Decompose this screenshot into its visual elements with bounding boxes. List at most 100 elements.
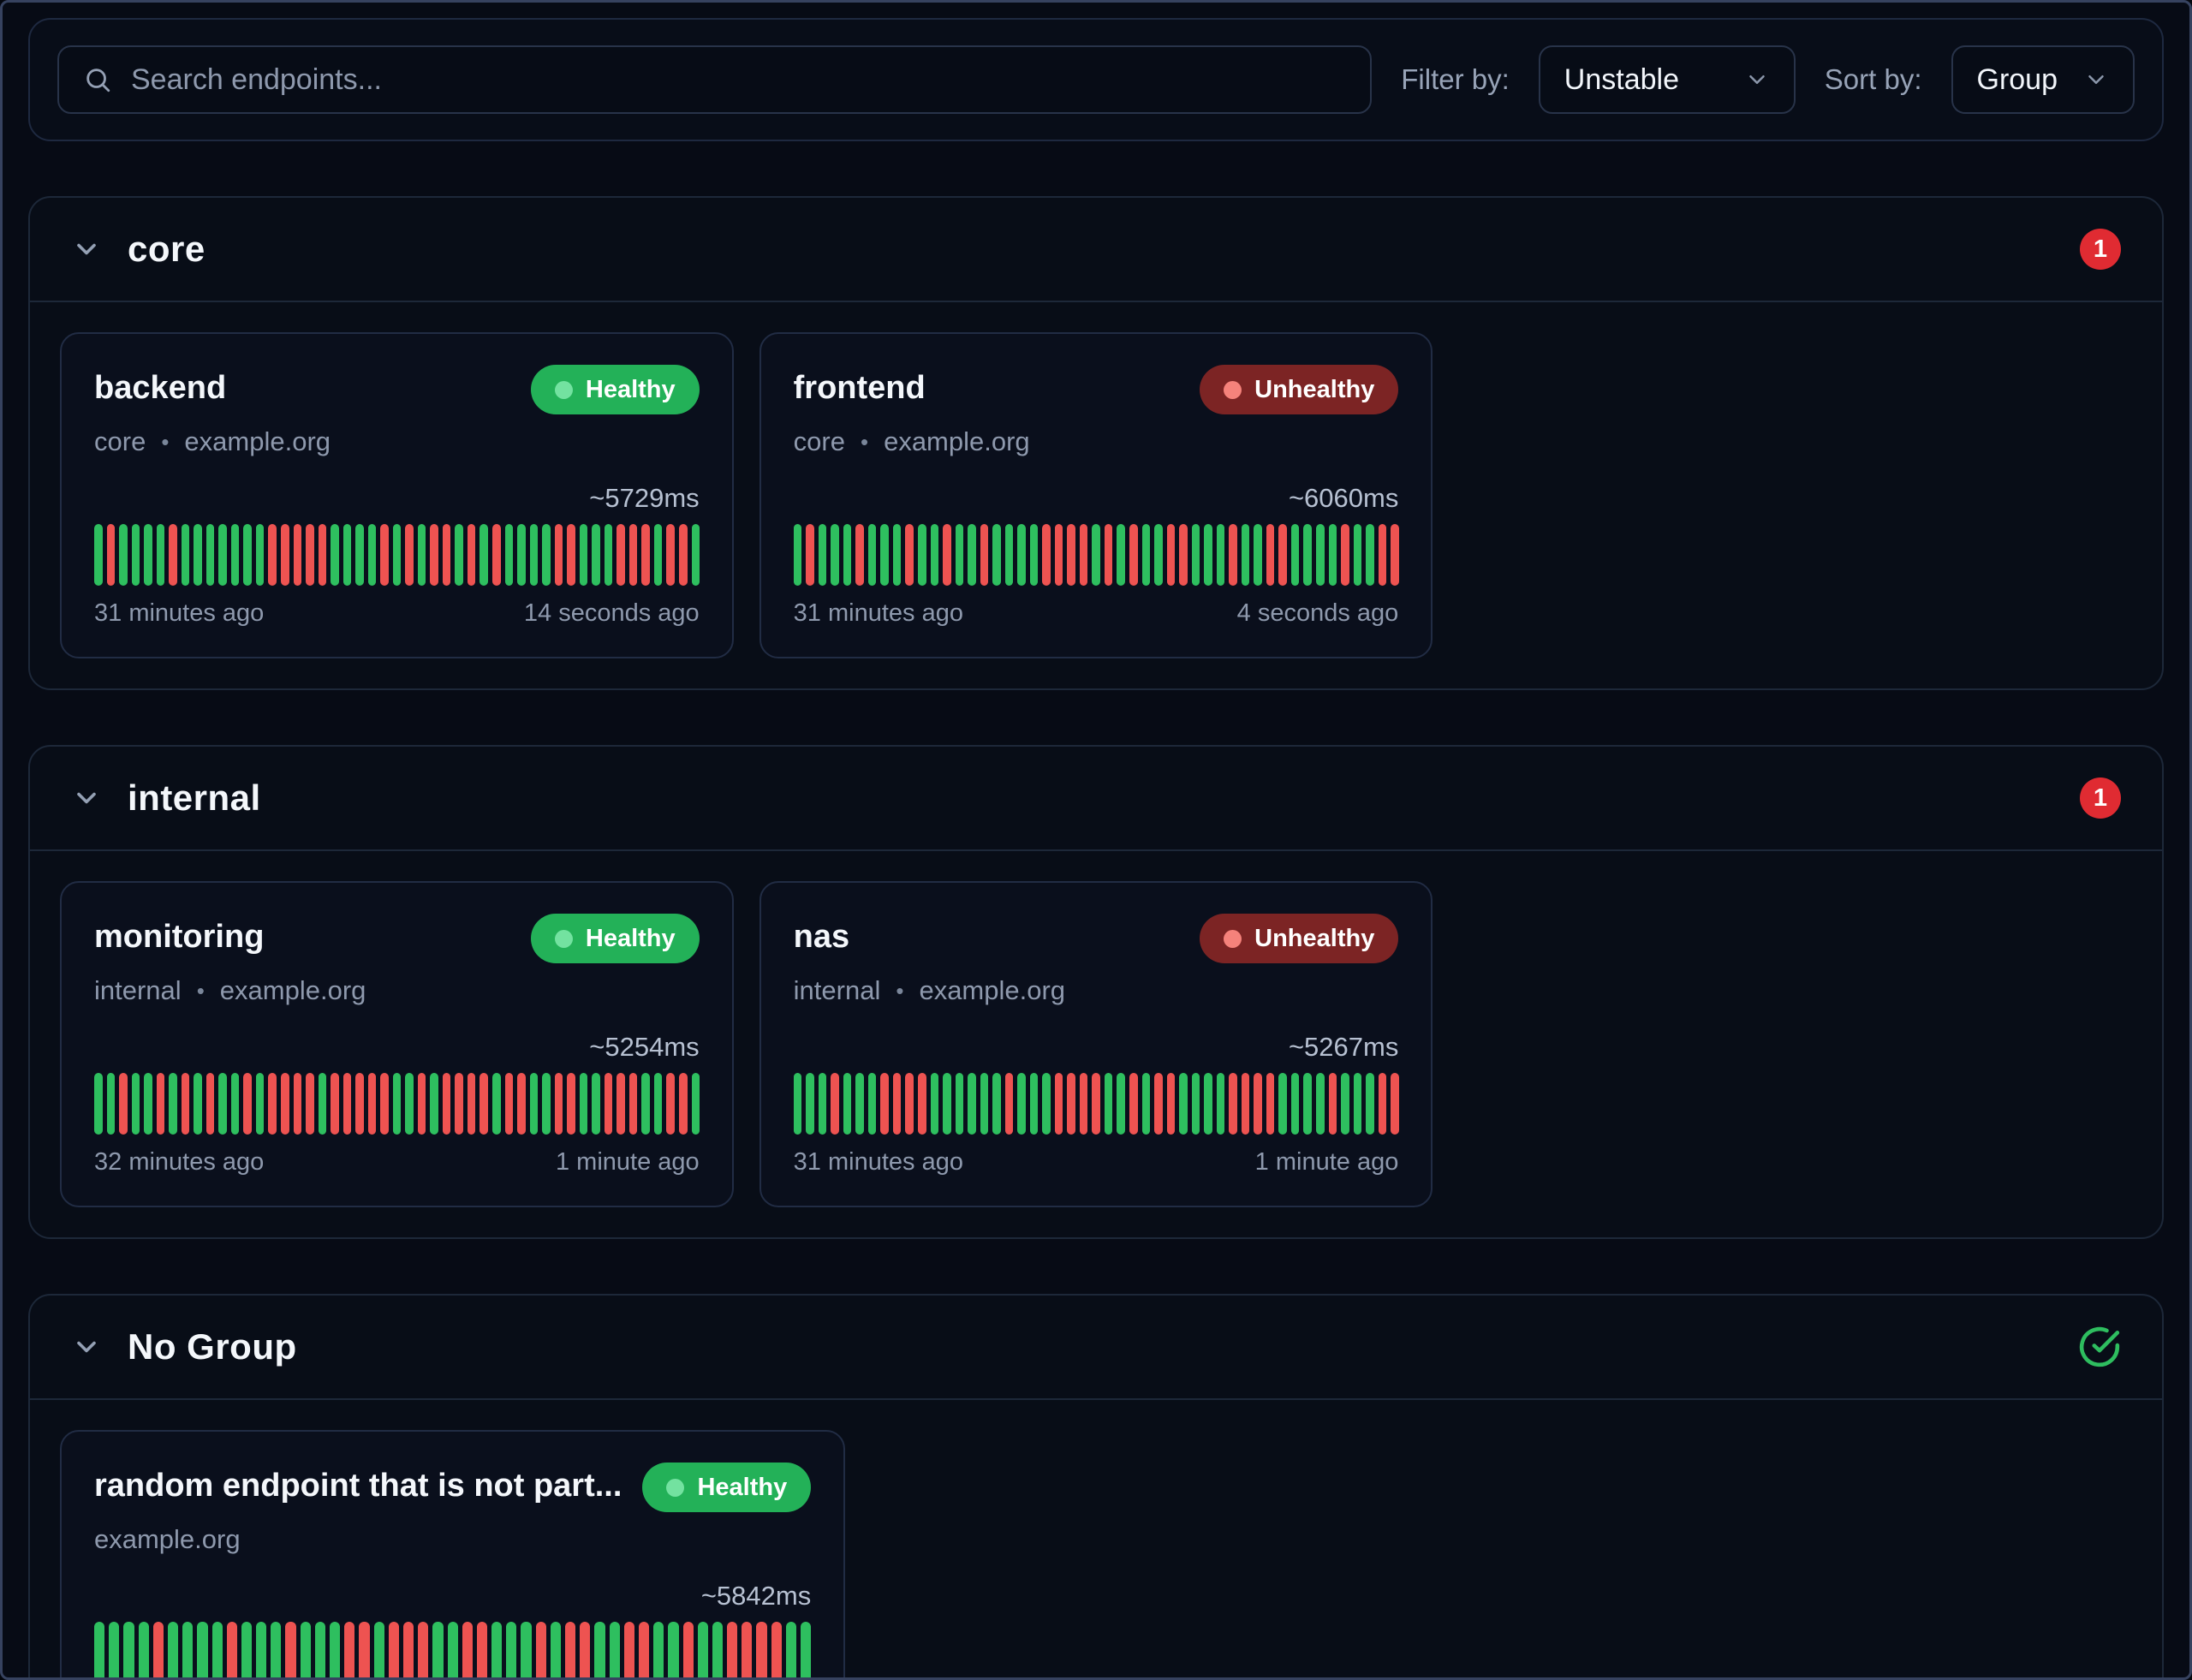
uptime-bar-failure — [980, 524, 989, 586]
uptime-bar-failure — [1092, 1073, 1100, 1135]
uptime-bar-failure — [206, 1073, 215, 1135]
uptime-bar-failure — [682, 1622, 694, 1677]
uptime-bar-success — [592, 1073, 600, 1135]
endpoint-name: monitoring — [94, 919, 265, 955]
uptime-bar-failure — [517, 1073, 526, 1135]
latest-timestamp: 14 seconds ago — [523, 599, 700, 627]
uptime-bar-failure — [880, 1073, 889, 1135]
uptime-bar-success — [818, 524, 827, 586]
card-footer: 31 minutes ago 1 minute ago — [794, 1148, 1399, 1177]
uptime-bar-success — [691, 524, 700, 586]
uptime-bar-success — [480, 524, 488, 586]
uptime-bar-failure — [462, 1622, 473, 1677]
uptime-bar-failure — [892, 1073, 902, 1135]
uptime-bar-success — [712, 1622, 724, 1677]
uptime-bar-success — [169, 1073, 177, 1135]
uptime-bar-success — [197, 1622, 208, 1677]
uptime-bar-success — [843, 1073, 852, 1135]
status-dot-icon — [554, 380, 573, 399]
uptime-bar-failure — [1166, 1073, 1176, 1135]
uptime-bar-success — [318, 1073, 327, 1135]
uptime-bar-failure — [455, 1073, 463, 1135]
uptime-bar-success — [144, 1073, 152, 1135]
uptime-bar-failure — [565, 1622, 576, 1677]
uptime-bar-failure — [1179, 524, 1188, 586]
uptime-bar-success — [417, 524, 426, 586]
filter-select[interactable]: Unstable — [1538, 45, 1796, 114]
endpoint-group: internal 1 monitoring Healthy internal •… — [28, 745, 2164, 1239]
status-badge: Unhealthy — [1200, 914, 1399, 963]
endpoint-card[interactable]: random endpoint that is not part... Heal… — [60, 1430, 846, 1677]
group-title: No Group — [128, 1326, 297, 1367]
uptime-bar-success — [1254, 524, 1262, 586]
uptime-bar-failure — [344, 1622, 355, 1677]
uptime-bar-success — [653, 524, 663, 586]
uptime-bar-success — [930, 524, 939, 586]
group-unhealthy-count-badge: 1 — [2080, 777, 2121, 819]
endpoint-card[interactable]: monitoring Healthy internal • example.or… — [60, 881, 734, 1207]
uptime-bar-failure — [418, 1622, 429, 1677]
uptime-bars — [793, 1073, 1399, 1135]
uptime-bar-failure — [943, 524, 951, 586]
oldest-timestamp: 31 minutes ago — [793, 1148, 963, 1176]
endpoint-card[interactable]: frontend Unhealthy core • example.org ~6… — [759, 332, 1433, 658]
search-box[interactable] — [57, 45, 1373, 114]
uptime-bar-success — [218, 1073, 227, 1135]
uptime-bar-success — [1341, 1073, 1349, 1135]
uptime-bar-success — [550, 1622, 561, 1677]
uptime-bar-success — [1290, 524, 1300, 586]
search-icon — [86, 69, 110, 92]
uptime-bar-failure — [678, 1073, 688, 1135]
oldest-timestamp: 31 minutes ago — [94, 599, 265, 627]
uptime-bar-failure — [243, 1073, 252, 1135]
group-header[interactable]: No Group — [30, 1296, 2162, 1398]
group-header[interactable]: internal 1 — [30, 747, 2162, 849]
group-healthy-check-icon — [2079, 1326, 2120, 1367]
uptime-bar-failure — [106, 524, 116, 586]
uptime-bar-failure — [628, 1073, 638, 1135]
endpoint-card[interactable]: backend Healthy core • example.org ~5729… — [60, 332, 734, 658]
endpoint-group-label: core — [793, 426, 845, 456]
uptime-bar-failure — [1341, 524, 1349, 586]
uptime-bar-success — [1303, 524, 1312, 586]
uptime-bars — [793, 524, 1399, 586]
endpoint-card[interactable]: nas Unhealthy internal • example.org ~52… — [759, 881, 1433, 1207]
uptime-bar-failure — [367, 1073, 377, 1135]
search-input[interactable] — [131, 63, 1347, 97]
uptime-bar-failure — [1229, 524, 1237, 586]
uptime-bar-failure — [917, 1073, 926, 1135]
group-title: internal — [128, 777, 261, 818]
endpoint-host: example.org — [919, 975, 1066, 1005]
chevron-down-icon — [77, 792, 96, 804]
uptime-bar-success — [392, 524, 402, 586]
uptime-bar-success — [194, 524, 202, 586]
latest-timestamp: 1 minute ago — [1254, 1148, 1399, 1176]
uptime-bar-success — [491, 1622, 503, 1677]
filter-select-value: Unstable — [1564, 63, 1679, 96]
uptime-bar-success — [331, 524, 339, 586]
card-header: frontend Unhealthy — [794, 365, 1399, 414]
uptime-bar-failure — [1229, 1073, 1237, 1135]
group-header[interactable]: core 1 — [30, 198, 2162, 301]
uptime-bar-failure — [1079, 1073, 1088, 1135]
uptime-bar-success — [1290, 1073, 1300, 1135]
sort-select[interactable]: Group — [1951, 45, 2135, 114]
uptime-bar-success — [1204, 1073, 1212, 1135]
status-badge: Healthy — [530, 365, 700, 414]
uptime-bar-failure — [152, 1622, 164, 1677]
uptime-bar-failure — [280, 524, 289, 586]
card-header: monitoring Healthy — [94, 914, 700, 963]
status-label: Healthy — [585, 375, 676, 403]
uptime-bar-failure — [504, 1073, 514, 1135]
uptime-bar-failure — [1391, 524, 1399, 586]
chevron-down-icon — [77, 243, 96, 255]
uptime-bar-failure — [616, 524, 625, 586]
uptime-bar-success — [992, 524, 1001, 586]
uptime-bar-success — [968, 1073, 976, 1135]
uptime-bar-failure — [1054, 524, 1063, 586]
uptime-bar-failure — [1378, 524, 1387, 586]
uptime-bar-success — [955, 524, 964, 586]
uptime-bar-failure — [442, 524, 451, 586]
uptime-bar-success — [131, 1073, 140, 1135]
uptime-bar-failure — [1266, 524, 1275, 586]
